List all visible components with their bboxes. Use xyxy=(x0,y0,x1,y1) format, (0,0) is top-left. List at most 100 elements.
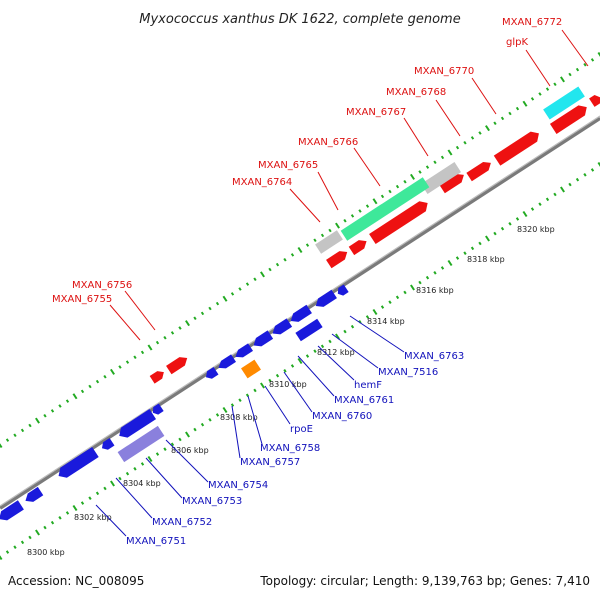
label-leader-line xyxy=(115,477,153,519)
tick-dot xyxy=(590,168,595,172)
label-leader-line xyxy=(353,147,381,187)
tick-dot xyxy=(260,382,265,389)
tick-dot xyxy=(508,221,512,226)
tick-dot xyxy=(590,58,595,62)
label-leader-line xyxy=(124,290,156,331)
tick-dot xyxy=(95,379,100,384)
tick-dot xyxy=(560,186,565,193)
tick-dot xyxy=(35,417,40,424)
label-leader-line xyxy=(317,345,355,381)
tick-dot xyxy=(208,417,212,422)
forward-gene-arrow xyxy=(149,371,164,384)
tick-dot xyxy=(185,431,190,438)
scale-ticks: 8300 kbp 8302 kbp 8304 kbp 8306 kbp 8308 kbp… xyxy=(27,225,555,557)
reverse-gene-arrow xyxy=(290,304,312,322)
tick-dot xyxy=(313,238,317,243)
reverse-gene-label: MXAN_6753 xyxy=(182,496,242,507)
forward-gene-arrow xyxy=(348,240,367,256)
tick-dot xyxy=(193,427,197,432)
tick-dot xyxy=(253,277,257,282)
tick-dot xyxy=(350,324,355,329)
tick-dot xyxy=(530,207,535,211)
forward-gene-label: MXAN_6756 xyxy=(72,280,132,291)
reverse-gene-label: MXAN_7516 xyxy=(378,367,438,378)
reverse-gene-label: MXAN_6751 xyxy=(126,536,186,547)
forward-gene-arrow xyxy=(439,173,464,194)
tick-dot xyxy=(28,535,32,540)
misc-feature-box xyxy=(241,359,261,379)
tick-dot xyxy=(163,335,167,340)
tick-dot xyxy=(447,149,453,156)
reverse-gene-arrow xyxy=(253,330,274,347)
scale-tick-label: 8314 kbp xyxy=(367,317,405,326)
forward-gene-label: MXAN_6767 xyxy=(346,107,406,118)
label-leader-line xyxy=(471,77,497,115)
reverse-gene-label: MXAN_6757 xyxy=(240,457,300,468)
tick-dot xyxy=(522,100,528,107)
tick-dot xyxy=(418,280,422,285)
tick-dot xyxy=(305,354,310,358)
tick-dot xyxy=(200,422,205,427)
scale-tick-label: 8306 kbp xyxy=(171,446,209,455)
label-leader-line xyxy=(331,333,379,369)
tick-dot xyxy=(380,305,385,309)
accession-text: Accession: NC_008095 xyxy=(8,574,145,588)
tRNA-feature-box xyxy=(543,86,585,120)
reverse-gene-arrow xyxy=(315,289,337,307)
tick-dot xyxy=(215,301,220,306)
tick-dot xyxy=(20,540,25,545)
reverse-gene-arrow xyxy=(295,318,323,342)
tick-dot xyxy=(58,404,62,408)
gene-labels: MXAN_6755 MXAN_6756 MXAN_6764 MXAN_6765 MXAN… xyxy=(52,17,589,547)
tick-dot xyxy=(0,553,3,561)
label-leader-line xyxy=(525,49,551,87)
reverse-gene-label: MXAN_6754 xyxy=(208,480,268,491)
tick-dot xyxy=(463,251,467,256)
tick-dot xyxy=(170,442,175,447)
tick-dot xyxy=(260,271,265,278)
reverse-gene-label: MXAN_6761 xyxy=(334,395,394,406)
tick-dot xyxy=(583,62,587,67)
label-leader-line xyxy=(109,304,141,341)
forward-gene-label: MXAN_6766 xyxy=(298,137,358,148)
reverse-gene-arrow xyxy=(25,486,44,502)
reverse-gene-arrow xyxy=(152,403,164,415)
tick-dot xyxy=(238,398,242,403)
tick-dot xyxy=(50,409,55,413)
label-leader-line xyxy=(165,439,209,483)
forward-gene-arrow xyxy=(493,131,539,166)
tick-dot xyxy=(418,170,422,174)
tick-dot xyxy=(133,355,137,360)
forward-gene-label: MXAN_6765 xyxy=(258,160,318,171)
tick-dot xyxy=(335,333,340,340)
label-leader-line xyxy=(289,188,321,223)
forward-gene-label: MXAN_6764 xyxy=(232,177,292,188)
forward-gene-arrow xyxy=(466,161,491,182)
tick-dot xyxy=(500,116,505,121)
scale-tick-label: 8302 kbp xyxy=(74,513,112,522)
label-leader-line xyxy=(283,371,313,413)
tick-dot xyxy=(320,344,325,349)
reverse-gene-label: MXAN_6763 xyxy=(404,351,464,362)
tick-dot xyxy=(493,231,497,236)
tick-dot xyxy=(485,235,490,242)
tick-dot xyxy=(328,339,332,344)
tick-dot xyxy=(478,131,482,135)
tick-dot xyxy=(275,262,280,267)
tick-dot xyxy=(388,189,392,194)
tick-dot xyxy=(178,326,182,330)
tick-dot xyxy=(0,441,3,449)
label-leader-line xyxy=(231,405,241,459)
tick-dot-rows xyxy=(0,51,600,561)
forward-gene-label: MXAN_6770 xyxy=(414,66,474,77)
tick-dot xyxy=(290,364,295,368)
tick-dot xyxy=(410,173,415,180)
tick-dot xyxy=(133,466,137,471)
tick-dot xyxy=(440,155,445,160)
tick-dot xyxy=(208,306,212,311)
tick-dot xyxy=(95,491,100,496)
tick-dot xyxy=(50,520,55,525)
tick-dot xyxy=(103,486,107,491)
tick-dot xyxy=(493,121,497,126)
reverse-gene-arrow xyxy=(235,343,253,358)
